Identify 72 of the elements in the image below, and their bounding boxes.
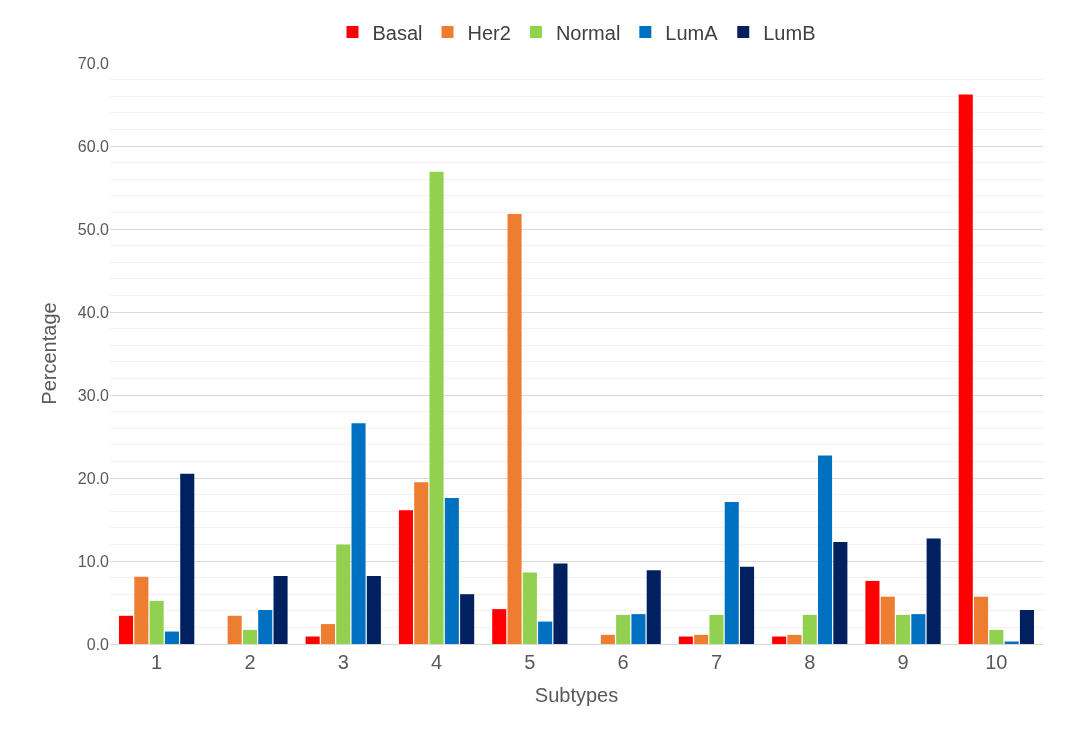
bar <box>833 541 848 644</box>
legend-label: LumB <box>763 21 816 44</box>
bar <box>273 575 288 644</box>
x-tick-label: 1 <box>151 651 163 673</box>
bar <box>242 629 257 644</box>
bar <box>538 621 553 644</box>
x-tick-label: 9 <box>897 651 909 673</box>
bar <box>180 473 195 644</box>
bar <box>164 631 179 644</box>
bar <box>366 575 381 644</box>
bar <box>507 214 522 644</box>
bar <box>351 423 366 644</box>
bar <box>522 572 537 644</box>
bar <box>709 614 724 644</box>
y-tick-label: 60.0 <box>77 137 110 155</box>
bar <box>958 94 973 644</box>
bar <box>460 594 475 644</box>
bar <box>974 596 989 644</box>
bar <box>772 636 787 644</box>
bar <box>678 636 693 644</box>
bar <box>258 609 273 644</box>
x-tick-label: 10 <box>985 651 1008 673</box>
y-tick-label: 10.0 <box>77 552 110 570</box>
bar <box>414 482 429 644</box>
bar <box>429 171 444 644</box>
legend-label: Normal <box>555 21 621 44</box>
bar <box>616 614 631 644</box>
x-tick-label: 5 <box>524 651 536 673</box>
y-tick-label: 50.0 <box>77 220 110 238</box>
y-tick-label: 0.0 <box>86 635 110 653</box>
bar <box>724 502 739 644</box>
bar <box>119 615 134 644</box>
legend-label: Basal <box>372 21 423 44</box>
y-tick-label: 70.0 <box>77 54 110 72</box>
bar <box>818 455 833 644</box>
x-tick-label: 3 <box>337 651 349 673</box>
y-tick-label: 20.0 <box>77 469 110 487</box>
bar <box>336 544 351 644</box>
bar <box>149 600 164 644</box>
bar <box>305 636 320 644</box>
bar <box>865 580 880 644</box>
bar <box>896 614 911 644</box>
x-tick-label: 4 <box>430 651 443 673</box>
x-tick-label: 7 <box>710 651 723 673</box>
bar <box>646 570 661 644</box>
x-tick-label: 6 <box>617 651 629 673</box>
bar <box>989 629 1004 644</box>
bar <box>694 634 709 644</box>
bar <box>740 566 755 644</box>
bar <box>1019 609 1034 644</box>
bar <box>631 614 646 644</box>
bar <box>492 609 507 644</box>
bar <box>320 624 335 644</box>
x-tick-label: 8 <box>804 651 816 673</box>
bar <box>444 497 459 644</box>
bar <box>880 596 895 644</box>
bar <box>926 538 941 644</box>
y-tick-label: 30.0 <box>77 386 110 404</box>
x-tick-label: 2 <box>244 651 256 673</box>
y-tick-label: 40.0 <box>77 303 110 321</box>
bar <box>553 563 568 644</box>
bar <box>398 510 413 644</box>
y-axis-title: Percentage <box>38 302 61 405</box>
bar <box>787 634 802 644</box>
bar <box>911 614 926 644</box>
bar <box>600 634 615 644</box>
legend-label: Her2 <box>467 21 511 44</box>
bar <box>227 615 242 644</box>
x-axis-title: Subtypes <box>534 683 619 706</box>
legend-label: LumA <box>665 21 719 44</box>
bar <box>134 576 149 644</box>
bar <box>802 614 817 644</box>
